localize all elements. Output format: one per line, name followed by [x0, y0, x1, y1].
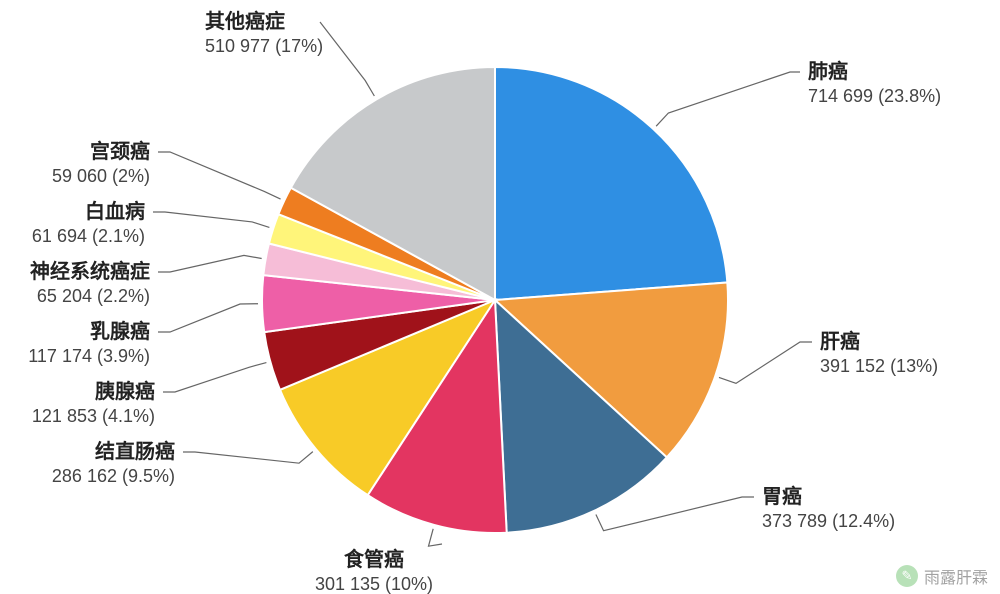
slice-label: 肝癌391 152 (13%): [820, 330, 938, 378]
pie-slice: [495, 67, 727, 300]
slice-label: 结直肠癌286 162 (9.5%): [52, 440, 175, 488]
slice-name: 结直肠癌: [52, 440, 175, 465]
slice-value: 510 977 (17%): [205, 35, 323, 58]
leader-line: [158, 152, 281, 199]
slice-name: 肝癌: [820, 330, 938, 355]
slice-label: 胃癌373 789 (12.4%): [762, 485, 895, 533]
slice-value: 121 853 (4.1%): [32, 405, 155, 428]
slice-label: 肺癌714 699 (23.8%): [808, 60, 941, 108]
slice-label: 神经系统癌症65 204 (2.2%): [30, 260, 150, 308]
slice-label: 胰腺癌121 853 (4.1%): [32, 380, 155, 428]
watermark-text: 雨露肝霖: [924, 564, 988, 588]
slice-name: 肺癌: [808, 60, 941, 85]
leader-line: [163, 363, 266, 392]
slice-name: 乳腺癌: [28, 320, 150, 345]
slice-name: 其他癌症: [205, 10, 323, 35]
slice-value: 373 789 (12.4%): [762, 510, 895, 533]
watermark: ✎ 雨露肝霖: [896, 564, 988, 588]
wechat-icon: ✎: [896, 565, 918, 587]
slice-value: 286 162 (9.5%): [52, 465, 175, 488]
slice-label: 白血病61 694 (2.1%): [32, 200, 145, 248]
slice-name: 胰腺癌: [32, 380, 155, 405]
leader-line: [158, 304, 258, 332]
leader-line: [428, 529, 442, 546]
slice-name: 神经系统癌症: [30, 260, 150, 285]
slice-value: 117 174 (3.9%): [28, 345, 150, 368]
slice-name: 宫颈癌: [52, 140, 150, 165]
slice-name: 胃癌: [762, 485, 895, 510]
slice-name: 食管癌: [315, 548, 433, 573]
leader-line: [719, 342, 812, 383]
leader-line: [320, 22, 374, 96]
slice-label: 宫颈癌59 060 (2%): [52, 140, 150, 188]
slice-value: 714 699 (23.8%): [808, 85, 941, 108]
slice-value: 391 152 (13%): [820, 355, 938, 378]
slice-name: 白血病: [32, 200, 145, 225]
slice-value: 59 060 (2%): [52, 165, 150, 188]
leader-line: [656, 72, 800, 126]
leader-line: [183, 452, 313, 464]
leader-line: [158, 255, 262, 272]
leader-line: [153, 212, 269, 227]
pie-chart-container: 肺癌714 699 (23.8%) 肝癌391 152 (13%) 胃癌373 78…: [0, 0, 1000, 594]
slice-label: 其他癌症510 977 (17%): [205, 10, 323, 58]
slice-label: 食管癌301 135 (10%): [315, 548, 433, 594]
leader-line: [596, 497, 754, 531]
slice-label: 乳腺癌117 174 (3.9%): [28, 320, 150, 368]
slice-value: 65 204 (2.2%): [30, 285, 150, 308]
slice-value: 301 135 (10%): [315, 573, 433, 594]
slice-value: 61 694 (2.1%): [32, 225, 145, 248]
